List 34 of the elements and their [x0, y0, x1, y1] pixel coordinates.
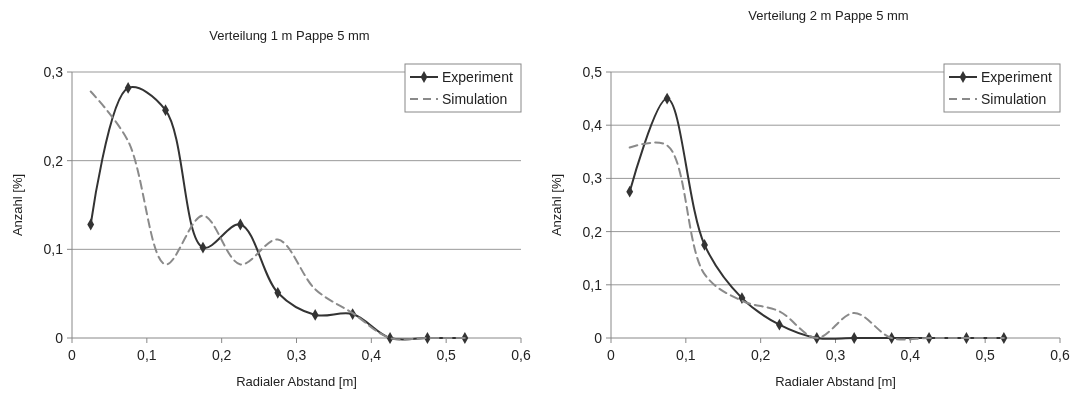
y-tick-label: 0,4	[582, 117, 603, 134]
x-tick-label: 0,6	[511, 347, 531, 363]
y-tick-label: 0,5	[582, 63, 603, 80]
y-tick-label: 0	[55, 329, 64, 346]
x-tick-label: 0,3	[286, 347, 307, 363]
x-tick-label: 0,4	[900, 347, 921, 363]
y-tick-label: 0,3	[582, 170, 603, 187]
x-tick-label: 0,3	[825, 347, 846, 363]
y-tick-label: 0,2	[582, 223, 603, 240]
x-tick-label: 0,1	[676, 347, 696, 363]
x-axis-title: Radialer Abstand [m]	[775, 374, 896, 389]
legend-label: Simulation	[981, 90, 1047, 107]
legend-label: Experiment	[442, 68, 513, 85]
chart-title: Verteilung 2 m Pappe 5 mm	[748, 8, 909, 23]
legend-label: Experiment	[981, 68, 1052, 85]
y-tick-label: 0,1	[582, 276, 603, 293]
y-tick-label: 0	[594, 329, 603, 346]
x-tick-label: 0,2	[211, 347, 232, 363]
y-axis-title: Anzahl [%]	[549, 173, 564, 237]
y-tick-label: 0,1	[43, 241, 64, 258]
x-tick-label: 0	[607, 347, 616, 363]
x-tick-label: 0,5	[975, 347, 996, 363]
legend-label: Simulation	[442, 90, 508, 107]
y-tick-label: 0,3	[43, 63, 64, 80]
y-tick-label: 0,2	[43, 152, 64, 169]
x-axis-title: Radialer Abstand [m]	[236, 374, 357, 389]
x-tick-label: 0	[68, 347, 77, 363]
y-axis-title: Anzahl [%]	[10, 173, 25, 237]
x-tick-label: 0,5	[436, 347, 457, 363]
x-tick-label: 0,4	[361, 347, 382, 363]
chart-title: Verteilung 1 m Pappe 5 mm	[209, 28, 370, 43]
x-tick-label: 0,2	[750, 347, 771, 363]
x-tick-label: 0,1	[137, 347, 157, 363]
x-tick-label: 0,6	[1050, 347, 1070, 363]
